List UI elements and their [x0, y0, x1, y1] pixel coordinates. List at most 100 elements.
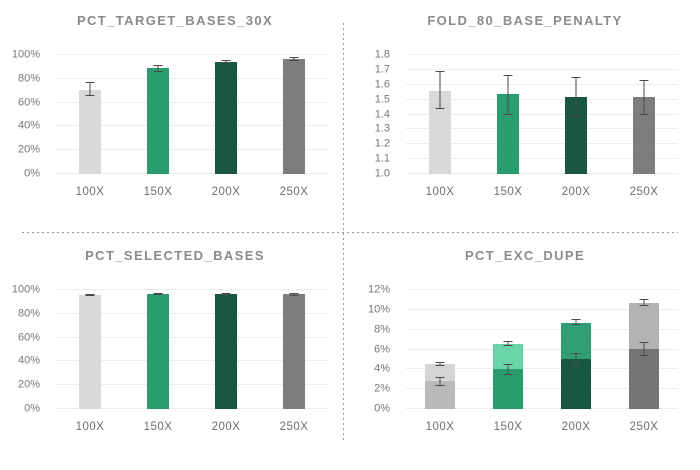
- bar-slot-150x: [124, 55, 192, 174]
- bar-slots: [56, 290, 328, 409]
- bar: [79, 294, 101, 409]
- y-tick-label: 20%: [17, 378, 40, 391]
- error-cap-bottom: [571, 364, 581, 366]
- gridline: [56, 289, 328, 290]
- gridline: [406, 388, 678, 390]
- x-tick-label: 250X: [279, 186, 309, 198]
- gridline: [406, 328, 678, 330]
- bar-front: [493, 369, 523, 409]
- y-axis: 0% 20% 40% 60% 80% 100%: [0, 284, 48, 414]
- y-tick-label: 12%: [367, 283, 390, 296]
- error-bar: [503, 341, 513, 346]
- y-tick-label: 1.6: [374, 78, 390, 91]
- error-bar: [221, 59, 231, 64]
- bar-slot-250x: [610, 290, 678, 409]
- gridline: [406, 368, 678, 370]
- y-tick-label: 4%: [374, 362, 390, 375]
- y-tick-label: 60%: [17, 96, 40, 109]
- x-tick-label: 250X: [629, 186, 659, 198]
- bar-slot-200x: [542, 290, 610, 409]
- error-stem: [575, 352, 577, 366]
- x-tick-label: 250X: [629, 421, 659, 433]
- y-tick-label: 6%: [374, 343, 390, 355]
- bar: [215, 61, 237, 174]
- error-cap-bottom: [221, 294, 231, 296]
- error-bar: [85, 293, 95, 296]
- x-tick-label: 150X: [493, 421, 523, 433]
- x-tick-label: 150X: [143, 421, 173, 433]
- error-stem: [643, 341, 645, 357]
- gridline: [406, 289, 678, 290]
- bar: [283, 59, 305, 174]
- bar: [147, 294, 169, 409]
- error-cap-bottom: [639, 113, 649, 115]
- y-tick-label: 100%: [11, 48, 40, 61]
- x-tick-label: 100X: [75, 421, 105, 433]
- x-axis: 100X 150X 200X 250X: [406, 421, 678, 433]
- y-axis: 1.0 1.1 1.2 1.3 1.4 1.5 1.6 1.7 1.8: [350, 49, 398, 179]
- error-stem: [507, 363, 509, 376]
- quadrant-divider-vertical: [343, 23, 344, 440]
- error-stem: [89, 82, 91, 97]
- bar: [497, 93, 519, 174]
- error-cap-bottom: [289, 294, 299, 296]
- y-tick-label: 1.8: [374, 48, 390, 61]
- gridline: [56, 77, 328, 79]
- gridline: [406, 128, 678, 130]
- error-stem: [507, 341, 509, 346]
- error-cap-bottom: [221, 62, 231, 64]
- x-tick-label: 200X: [561, 186, 591, 198]
- gridline: [56, 312, 328, 314]
- bar: [565, 96, 587, 174]
- error-stem: [225, 59, 227, 64]
- error-bar: [571, 319, 581, 326]
- error-cap-bottom: [85, 294, 95, 296]
- x-tick-label: 100X: [425, 186, 455, 198]
- chart-pct-selected-bases: PCT_SELECTED_BASES 0% 20% 40% 60% 80% 100% 10…: [0, 235, 350, 470]
- error-cap-bottom: [571, 324, 581, 326]
- error-stem: [439, 376, 441, 387]
- gridline: [406, 308, 678, 310]
- error-cap-bottom: [639, 304, 649, 306]
- error-cap-bottom: [153, 70, 163, 72]
- y-tick-label: 8%: [374, 323, 390, 336]
- bar: [283, 294, 305, 409]
- error-stem: [575, 77, 577, 116]
- bar-slot-250x: [260, 55, 328, 174]
- y-tick-label: 0%: [374, 402, 390, 415]
- y-tick-label: 20%: [17, 143, 40, 156]
- error-bar: [639, 80, 649, 115]
- gridline: [56, 125, 328, 127]
- chart-pct-target-bases-30x: PCT_TARGET_BASES_30X 0% 20% 40% 60% 80% 100% …: [0, 0, 350, 235]
- bar-slot-150x: [124, 290, 192, 409]
- gridline: [406, 173, 678, 174]
- y-tick-label: 1.4: [374, 108, 390, 120]
- error-bar: [221, 293, 231, 296]
- y-tick-label: 1.1: [374, 152, 390, 165]
- x-axis: 100X 150X 200X 250X: [56, 421, 328, 433]
- error-cap-bottom: [435, 108, 445, 110]
- bar-slots: [406, 55, 678, 174]
- y-tick-label: 10%: [367, 303, 390, 316]
- chart-title: PCT_EXC_DUPE: [464, 248, 586, 263]
- error-bar: [435, 376, 445, 387]
- error-stem: [157, 64, 159, 72]
- gridline: [406, 68, 678, 70]
- error-cap-bottom: [571, 115, 581, 116]
- error-cap-bottom: [289, 60, 299, 62]
- bar-slot-200x: [192, 55, 260, 174]
- error-bar: [289, 57, 299, 62]
- error-bar: [153, 64, 163, 72]
- gridline: [406, 98, 678, 100]
- y-tick-label: 40%: [17, 119, 40, 132]
- bar-slot-150x: [474, 290, 542, 409]
- bar-slot-100x: [56, 55, 124, 174]
- plot-area: [406, 54, 678, 174]
- bar: [147, 68, 169, 174]
- y-tick-label: 1.3: [374, 122, 390, 135]
- bar-slot-200x: [192, 290, 260, 409]
- error-cap-bottom: [503, 374, 513, 376]
- error-stem: [157, 293, 159, 296]
- plot-area: [406, 289, 678, 409]
